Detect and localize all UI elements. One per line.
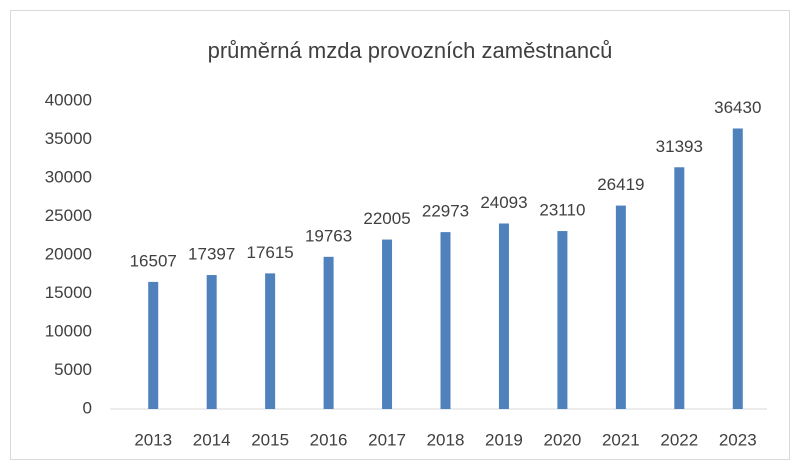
x-tick-label: 2021 — [602, 430, 640, 449]
bar — [265, 273, 276, 409]
bar — [323, 256, 334, 409]
data-label: 16507 — [130, 251, 177, 270]
x-tick-label: 2016 — [310, 430, 348, 449]
x-tick-label: 2015 — [251, 430, 289, 449]
bar — [498, 223, 509, 409]
x-tick-label: 2017 — [368, 430, 406, 449]
x-tick-label: 2022 — [660, 430, 698, 449]
bar — [557, 231, 568, 409]
y-tick-label: 0 — [83, 398, 92, 417]
data-label: 17615 — [246, 243, 293, 262]
y-tick-label: 25000 — [45, 206, 92, 225]
bar — [148, 281, 159, 409]
x-tick-label: 2018 — [427, 430, 465, 449]
bar — [206, 275, 217, 409]
chart-title: průměrná mzda provozních zaměstnanců — [208, 38, 613, 63]
y-tick-label: 40000 — [45, 90, 92, 109]
y-tick-label: 15000 — [45, 283, 92, 302]
y-tick-label: 10000 — [45, 321, 92, 340]
bar — [382, 239, 393, 409]
x-tick-label: 2014 — [193, 430, 231, 449]
data-label: 22005 — [363, 209, 410, 228]
data-label: 24093 — [480, 193, 527, 212]
chart-border — [10, 10, 790, 460]
bar — [674, 167, 685, 409]
y-tick-label: 30000 — [45, 167, 92, 186]
data-label: 26419 — [597, 175, 644, 194]
x-tick-label: 2023 — [719, 430, 757, 449]
x-tick-label: 2013 — [134, 430, 172, 449]
bar — [732, 128, 743, 409]
x-tick-label: 2020 — [543, 430, 581, 449]
data-label: 19763 — [305, 226, 352, 245]
y-tick-label: 20000 — [45, 244, 92, 263]
x-tick-label: 2019 — [485, 430, 523, 449]
bar — [615, 205, 626, 409]
y-tick-label: 5000 — [54, 360, 92, 379]
data-label: 17397 — [188, 245, 235, 264]
data-label: 22973 — [422, 202, 469, 221]
data-label: 23110 — [539, 201, 585, 220]
data-label: 31393 — [656, 137, 703, 156]
y-tick-label: 35000 — [45, 129, 92, 148]
data-label: 36430 — [714, 98, 761, 117]
bar — [440, 232, 451, 409]
